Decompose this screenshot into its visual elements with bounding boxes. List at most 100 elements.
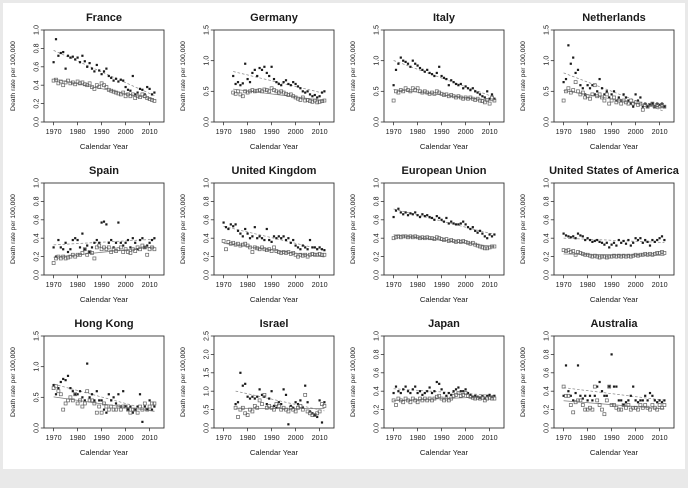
data-point-filled bbox=[306, 401, 309, 404]
y-tick-label: 0.0 bbox=[31, 270, 40, 280]
data-point-filled bbox=[564, 77, 568, 81]
data-point-filled bbox=[615, 385, 618, 388]
data-point-filled bbox=[404, 211, 407, 214]
y-tick-label: 0.5 bbox=[201, 86, 210, 96]
data-point-filled bbox=[311, 95, 314, 98]
data-point-filled bbox=[399, 211, 402, 214]
data-point-open bbox=[401, 234, 406, 239]
data-point-open bbox=[250, 409, 255, 414]
x-tick-label: 2010 bbox=[482, 280, 498, 289]
data-point-open bbox=[580, 251, 585, 256]
data-point-filled bbox=[234, 82, 237, 86]
data-point-open bbox=[133, 249, 138, 253]
data-point-filled bbox=[150, 93, 154, 96]
data-point-open bbox=[619, 101, 624, 106]
y-tick-label: 0.6 bbox=[31, 215, 40, 225]
data-point-open bbox=[274, 249, 279, 253]
data-point-open bbox=[626, 101, 631, 106]
data-point-open bbox=[624, 254, 628, 259]
x-tick-label: 1970 bbox=[216, 280, 232, 289]
data-point-filled bbox=[421, 213, 424, 216]
y-tick-label: 1.0 bbox=[201, 386, 210, 396]
data-point-open bbox=[640, 252, 645, 257]
data-point-open bbox=[473, 242, 478, 247]
trend-line-solid bbox=[53, 78, 155, 100]
data-point-open bbox=[648, 407, 652, 412]
x-tick-label: 2010 bbox=[482, 127, 498, 136]
data-point-open bbox=[111, 89, 116, 94]
data-point-open bbox=[492, 244, 497, 249]
series-filled bbox=[392, 207, 496, 240]
y-axis-label: Death rate per 100,000 bbox=[10, 347, 17, 417]
data-point-open bbox=[612, 95, 616, 100]
x-tick-label: 2000 bbox=[288, 280, 304, 289]
data-point-open bbox=[600, 95, 604, 100]
data-point-filled bbox=[421, 68, 424, 71]
data-point-open bbox=[240, 405, 245, 410]
data-point-filled bbox=[471, 226, 474, 229]
data-point-open bbox=[106, 245, 111, 250]
data-point-filled bbox=[476, 395, 479, 398]
data-point-filled bbox=[612, 90, 616, 93]
data-point-filled bbox=[81, 232, 84, 235]
data-point-filled bbox=[423, 70, 426, 73]
data-point-filled bbox=[452, 390, 455, 393]
y-axis-label: Death rate per 100,000 bbox=[180, 194, 187, 264]
data-point-open bbox=[636, 407, 640, 412]
data-point-filled bbox=[260, 237, 264, 240]
data-point-filled bbox=[476, 231, 479, 234]
x-tick-label: 2010 bbox=[312, 127, 328, 136]
data-point-open bbox=[121, 404, 126, 409]
y-axis-label: Death rate per 100,000 bbox=[520, 194, 527, 264]
data-point-open bbox=[415, 235, 420, 240]
data-point-open bbox=[73, 392, 78, 397]
data-point-open bbox=[616, 253, 621, 258]
data-point-open bbox=[315, 252, 320, 257]
data-point-open bbox=[97, 404, 102, 409]
plot-box bbox=[213, 335, 335, 429]
data-point-open bbox=[140, 407, 145, 412]
data-point-filled bbox=[466, 391, 470, 395]
data-point-open bbox=[449, 396, 454, 401]
data-point-open bbox=[592, 253, 597, 258]
data-point-open bbox=[63, 256, 68, 261]
trend-line-dashed bbox=[223, 225, 325, 251]
series-filled bbox=[232, 62, 326, 99]
data-point-filled bbox=[129, 246, 132, 249]
data-point-filled bbox=[627, 399, 630, 402]
y-axis: 0.0 0.2 0.4 0.6 0.8 1.0 bbox=[31, 25, 44, 127]
data-point-open bbox=[111, 407, 116, 412]
data-point-open bbox=[147, 404, 152, 409]
data-point-open bbox=[90, 251, 94, 255]
data-point-open bbox=[320, 252, 324, 257]
data-point-filled bbox=[411, 213, 414, 216]
data-point-filled bbox=[648, 103, 652, 106]
x-tick-label: 2000 bbox=[628, 280, 644, 289]
data-point-filled bbox=[277, 82, 280, 86]
data-point-filled bbox=[74, 393, 77, 396]
data-point-filled bbox=[323, 90, 326, 93]
y-tick-label: 0.6 bbox=[371, 368, 380, 378]
data-point-open bbox=[638, 252, 643, 257]
data-point-filled bbox=[572, 399, 575, 402]
trend-line-dashed bbox=[235, 390, 325, 412]
data-point-filled bbox=[488, 393, 491, 396]
data-point-filled bbox=[136, 405, 139, 408]
x-tick-label: 1970 bbox=[556, 127, 572, 136]
data-point-filled bbox=[78, 390, 82, 393]
data-point-filled bbox=[567, 390, 570, 393]
data-point-open bbox=[576, 89, 580, 94]
data-point-open bbox=[442, 238, 446, 242]
data-point-open bbox=[288, 251, 293, 256]
data-point-open bbox=[233, 242, 238, 247]
data-point-open bbox=[224, 247, 228, 252]
y-tick-label: 1.0 bbox=[371, 56, 380, 66]
x-tick-label: 1970 bbox=[216, 127, 232, 136]
data-point-open bbox=[92, 401, 97, 406]
data-point-open bbox=[138, 404, 142, 409]
data-point-filled bbox=[562, 81, 565, 84]
data-point-filled bbox=[598, 77, 601, 81]
data-point-open bbox=[56, 389, 61, 394]
y-tick-label: 1.0 bbox=[371, 331, 380, 341]
y-tick-label: 0.0 bbox=[201, 117, 210, 127]
